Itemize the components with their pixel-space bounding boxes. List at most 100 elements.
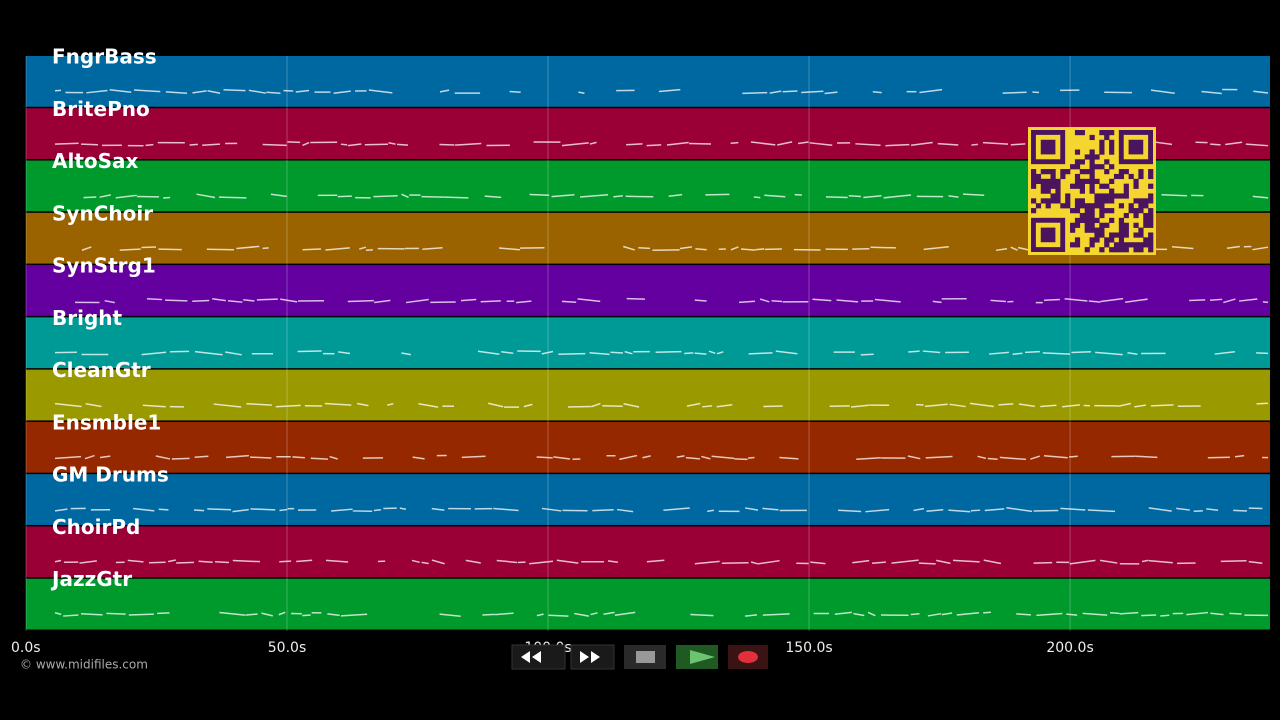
note	[401, 193, 409, 199]
qr-module	[1113, 247, 1120, 253]
stop-button[interactable]	[624, 645, 666, 669]
note	[225, 454, 249, 459]
note	[970, 509, 981, 512]
qr-module	[1123, 232, 1129, 238]
note	[716, 404, 733, 408]
qr-module	[1094, 178, 1100, 184]
note	[646, 559, 665, 563]
qr-module	[1055, 188, 1061, 194]
note	[155, 455, 171, 460]
note	[236, 245, 260, 250]
tick-label: 150.0s	[785, 640, 832, 656]
qr-module	[1099, 144, 1105, 150]
record-button[interactable]	[728, 645, 768, 669]
qr-module	[1148, 208, 1154, 214]
note	[422, 246, 443, 251]
note	[694, 352, 707, 355]
note	[995, 248, 1008, 252]
qr-module	[1094, 227, 1100, 233]
note	[198, 560, 213, 564]
note	[1234, 454, 1245, 458]
note	[325, 247, 350, 251]
note	[329, 455, 338, 460]
note	[949, 403, 966, 408]
note	[157, 612, 170, 615]
note	[1186, 611, 1209, 616]
note	[278, 611, 286, 616]
note	[279, 508, 288, 512]
note	[834, 611, 852, 615]
qr-module	[1089, 217, 1095, 224]
note	[984, 508, 1005, 512]
qr-module	[1138, 203, 1144, 209]
qr-module	[1148, 183, 1154, 189]
note	[302, 248, 321, 251]
qr-module	[1094, 203, 1100, 209]
qr-module	[1074, 149, 1081, 155]
note	[748, 352, 773, 355]
note	[225, 351, 242, 356]
note	[480, 300, 501, 303]
qr-module	[1089, 183, 1095, 189]
note	[368, 89, 393, 94]
note	[439, 613, 461, 617]
note	[926, 509, 944, 513]
forward-button[interactable]	[570, 644, 615, 670]
qr-module	[1089, 212, 1095, 219]
note	[646, 144, 662, 147]
note	[1033, 561, 1053, 564]
note	[663, 507, 690, 511]
note	[79, 560, 97, 564]
note	[196, 193, 216, 199]
note	[998, 403, 1014, 406]
note	[227, 300, 243, 303]
notes	[54, 88, 1269, 617]
qr-module	[1118, 227, 1125, 233]
note	[759, 298, 770, 303]
qr-module	[1074, 208, 1081, 214]
track-label: AltoSax	[52, 149, 139, 173]
qr-module	[1089, 242, 1095, 248]
qr-module	[1118, 222, 1125, 228]
qr-module	[1079, 159, 1085, 165]
note	[1262, 301, 1269, 304]
note	[610, 351, 624, 354]
note	[763, 405, 783, 408]
qr-module	[1074, 203, 1081, 209]
qr-module	[1104, 134, 1110, 141]
note	[932, 300, 942, 304]
track-lane	[26, 317, 1270, 369]
note	[738, 300, 756, 304]
note	[825, 196, 848, 199]
note	[109, 89, 132, 94]
rewind-button[interactable]	[511, 644, 566, 670]
note	[848, 194, 861, 198]
note	[54, 142, 79, 145]
note	[1253, 90, 1269, 94]
note	[1087, 509, 1116, 513]
note	[721, 562, 749, 565]
note	[1256, 402, 1269, 405]
note	[529, 560, 554, 565]
qr-code	[1028, 127, 1156, 255]
track-label: ChoirPd	[52, 515, 140, 539]
note	[401, 352, 411, 356]
qr-module	[1099, 193, 1105, 199]
qr-module	[1040, 188, 1046, 194]
qr-module	[1128, 173, 1134, 180]
note	[856, 457, 881, 460]
note	[297, 350, 322, 353]
note	[744, 507, 759, 511]
qr-module	[1074, 178, 1081, 184]
play-button[interactable]	[676, 645, 718, 669]
qr-module	[1084, 169, 1090, 175]
note	[1210, 143, 1221, 146]
note	[84, 454, 95, 460]
note	[623, 245, 635, 251]
note	[771, 300, 783, 303]
note	[1066, 613, 1078, 616]
note	[679, 246, 692, 250]
note	[501, 350, 514, 355]
note	[1018, 403, 1035, 408]
note	[106, 612, 126, 615]
